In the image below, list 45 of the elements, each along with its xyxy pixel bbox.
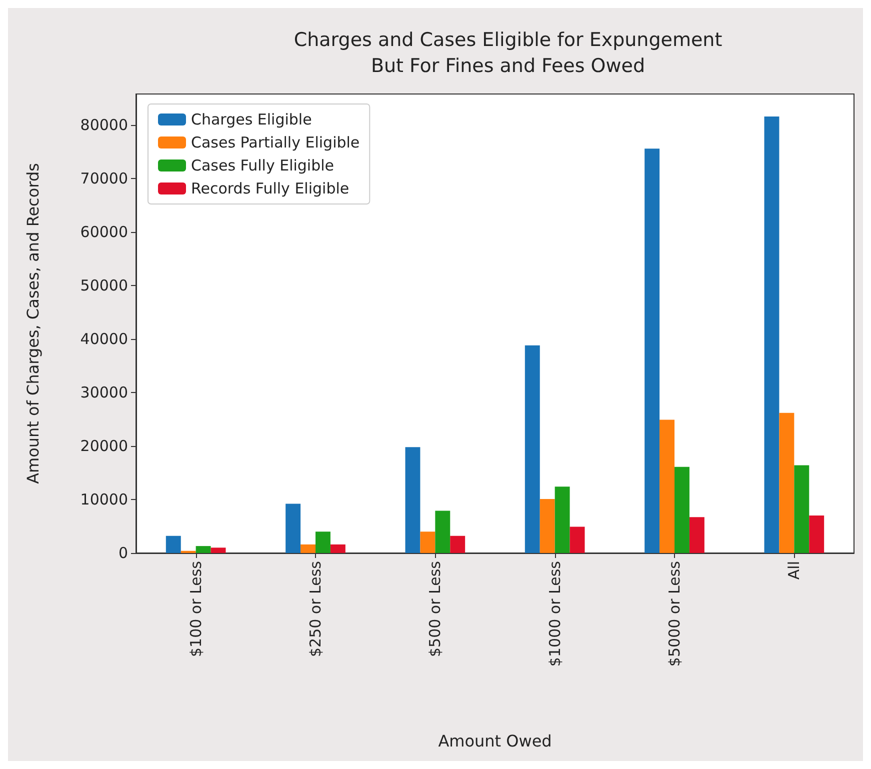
bar [166, 536, 181, 553]
bar [300, 544, 316, 553]
x-tick-label: $500 or Less [426, 560, 444, 658]
bar [435, 510, 450, 553]
y-tick-label: 0 [118, 544, 128, 562]
x-tick-label: All [785, 561, 804, 580]
y-tick-label: 70000 [80, 170, 128, 188]
legend-label: Records Fully Eligible [191, 180, 350, 198]
bar [420, 532, 436, 553]
bar [644, 148, 660, 553]
chart-title: Charges and Cases Eligible for Expungement But For Fines and Fees Owed [294, 29, 722, 77]
y-tick-label: 10000 [80, 490, 128, 509]
bar [554, 486, 570, 553]
y-tick-label: 50000 [80, 276, 128, 295]
y-tick-label: 20000 [80, 437, 128, 456]
legend-label: Charges Eligible [191, 110, 312, 128]
bar [809, 516, 824, 553]
legend-label: Cases Partially Eligible [191, 134, 360, 152]
y-axis-title: Amount of Charges, Cases, and Records [24, 163, 42, 484]
bar [286, 504, 301, 553]
x-tick-label: $250 or Less [306, 560, 324, 658]
bar [794, 465, 810, 553]
x-axis-title: Amount Owed [438, 732, 552, 750]
bar [660, 420, 674, 553]
bar [779, 412, 794, 553]
bar [524, 345, 540, 553]
y-tick-label: 30000 [80, 384, 128, 402]
bar [405, 447, 420, 553]
y-tick-label: 80000 [80, 116, 128, 134]
y-tick-label: 60000 [80, 223, 128, 242]
bar [570, 526, 585, 553]
bar [330, 544, 346, 553]
x-tick-label: $100 or Less [186, 560, 205, 658]
bar [540, 498, 555, 553]
bar [450, 536, 466, 553]
x-tick-label: $1000 or Less [546, 560, 564, 667]
y-tick-label: 40000 [80, 330, 128, 348]
legend-label: Cases Fully Eligible [191, 156, 334, 174]
bar [210, 548, 226, 553]
bar [764, 116, 780, 553]
bar [689, 517, 704, 553]
bar [674, 466, 690, 553]
bar [316, 532, 330, 553]
x-tick-label: $5000 or Less [666, 560, 684, 667]
bar [196, 546, 211, 553]
